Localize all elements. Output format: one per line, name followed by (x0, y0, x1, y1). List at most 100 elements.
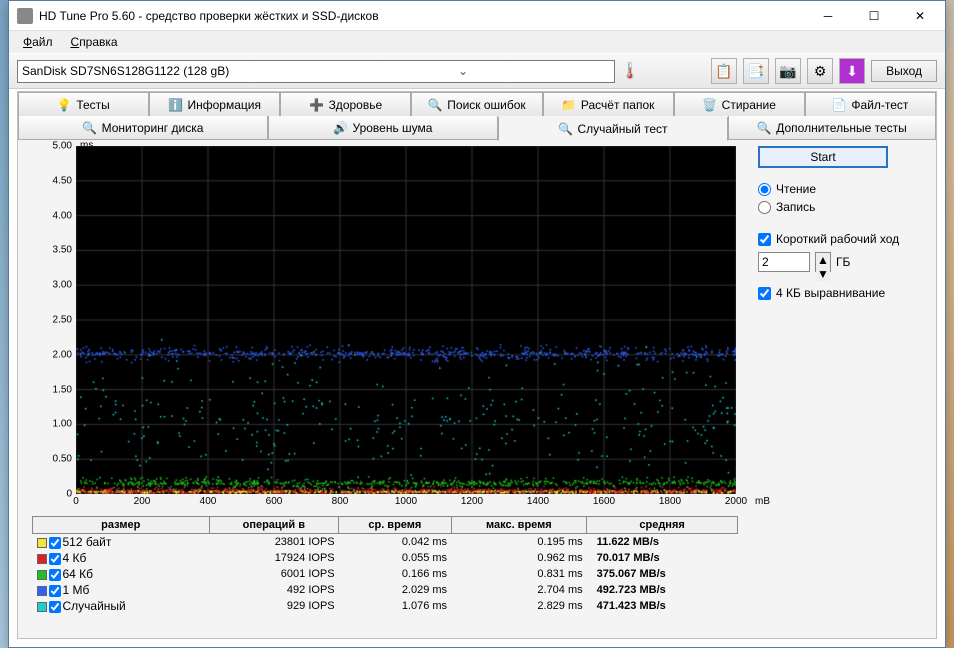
tab-noise[interactable]: 🔊Уровень шума (268, 116, 498, 140)
tab-monitor[interactable]: 🔍Мониторинг диска (18, 116, 268, 140)
x-unit: mB (755, 496, 770, 507)
drive-select-value: SanDisk SD7SN6S128G1122 (128 gB) (22, 64, 316, 78)
spinner-buttons[interactable]: ▲▼ (815, 252, 831, 272)
y-tick: 3.00 (53, 280, 72, 291)
x-tick: 0 (73, 496, 79, 507)
cell: 17924 IOPS (209, 550, 339, 566)
check-4kalign-input[interactable] (758, 287, 771, 300)
tab-health[interactable]: ➕Здоровье (280, 92, 411, 116)
y-tick: 1.50 (53, 384, 72, 395)
tab-random[interactable]: 🔍Случайный тест (498, 117, 728, 141)
series-swatch (37, 586, 47, 596)
radio-write-input[interactable] (758, 201, 771, 214)
tab-extra[interactable]: 🔍Дополнительные тесты (728, 116, 936, 140)
tabs-row1: 💡Тесты ℹ️Информация ➕Здоровье 🔍Поиск оши… (18, 92, 936, 116)
cell: 0.166 ms (339, 566, 451, 582)
series-swatch (37, 554, 47, 564)
table-row: 4 Кб17924 IOPS0.055 ms0.962 ms70.017 MB/… (33, 550, 738, 566)
row-checkbox[interactable] (49, 553, 61, 565)
row-size: Случайный (63, 599, 126, 613)
x-tick: 1600 (593, 496, 615, 507)
row-checkbox[interactable] (49, 601, 61, 613)
y-tick: 0 (66, 489, 72, 500)
search-icon: 🔍 (428, 98, 442, 112)
table-row: 512 байт23801 IOPS0.042 ms0.195 ms11.622… (33, 534, 738, 551)
gb-label: ГБ (836, 255, 850, 269)
table-row: Случайный929 IOPS1.076 ms2.829 ms471.423… (33, 598, 738, 614)
save-button[interactable]: ⬇ (839, 58, 865, 84)
random-icon: 🔍 (558, 122, 572, 136)
row-checkbox[interactable] (49, 537, 61, 549)
radio-write[interactable]: Запись (758, 200, 928, 214)
tab-errorscan[interactable]: 🔍Поиск ошибок (411, 92, 542, 116)
check-4kalign[interactable]: 4 КБ выравнивание (758, 286, 928, 300)
copy2-button[interactable]: 📑 (743, 58, 769, 84)
series-swatch (37, 538, 47, 548)
cell: 492 IOPS (209, 582, 339, 598)
cell: 929 IOPS (209, 598, 339, 614)
shortstroke-spinner: ▲▼ ГБ (758, 252, 928, 272)
cell: 0.195 ms (451, 534, 587, 551)
tab-erase[interactable]: 🗑️Стирание (674, 92, 805, 116)
row-checkbox[interactable] (49, 569, 61, 581)
cell: 492.723 MB/s (587, 582, 738, 598)
menu-help[interactable]: Справка (63, 33, 126, 51)
x-tick: 600 (266, 496, 283, 507)
chevron-down-icon: ⌄ (316, 64, 610, 78)
col-header: средняя (587, 517, 738, 534)
cell: 2.829 ms (451, 598, 587, 614)
radio-read[interactable]: Чтение (758, 182, 928, 196)
x-tick: 1400 (527, 496, 549, 507)
tab-info[interactable]: ℹ️Информация (149, 92, 280, 116)
row-size: 4 Кб (63, 551, 87, 565)
monitor-icon: 🔍 (83, 121, 97, 135)
trash-icon: 🗑️ (703, 98, 717, 112)
app-window: HD Tune Pro 5.60 - средство проверки жёс… (8, 0, 946, 648)
options-button[interactable]: ⚙ (807, 58, 833, 84)
screenshot-button[interactable]: 📷 (775, 58, 801, 84)
titlebar: HD Tune Pro 5.60 - средство проверки жёс… (9, 1, 945, 31)
cell: 0.962 ms (451, 550, 587, 566)
cell: 23801 IOPS (209, 534, 339, 551)
info-icon: ℹ️ (168, 98, 182, 112)
cell: 0.055 ms (339, 550, 451, 566)
x-axis-labels: 0200400600800100012001400160018002000mB (76, 496, 736, 510)
x-tick: 1000 (395, 496, 417, 507)
check-shortstroke-input[interactable] (758, 233, 771, 246)
y-axis-labels: 5.004.504.003.503.002.502.001.501.000.50… (32, 142, 74, 494)
exit-button[interactable]: Выход (871, 60, 937, 82)
radio-read-input[interactable] (758, 183, 771, 196)
series-swatch (37, 602, 47, 612)
table-row: 1 Мб492 IOPS2.029 ms2.704 ms492.723 MB/s (33, 582, 738, 598)
window-title: HD Tune Pro 5.60 - средство проверки жёс… (39, 9, 805, 23)
cell: 11.622 MB/s (587, 534, 738, 551)
y-tick: 2.50 (53, 315, 72, 326)
tab-filetest[interactable]: 📄Файл-тест (805, 92, 936, 116)
x-tick: 400 (200, 496, 217, 507)
cell: 1.076 ms (339, 598, 451, 614)
tabs-row2: 🔍Мониторинг диска 🔊Уровень шума 🔍Случайн… (18, 116, 936, 140)
maximize-button[interactable]: ☐ (851, 1, 897, 30)
y-tick: 2.00 (53, 349, 72, 360)
start-button[interactable]: Start (758, 146, 888, 168)
thermometer-icon[interactable]: 🌡️ (621, 59, 639, 83)
menu-file[interactable]: Файл (15, 33, 61, 51)
x-tick: 1200 (461, 496, 483, 507)
y-tick: 4.50 (53, 175, 72, 186)
row-size: 64 Кб (63, 567, 94, 581)
row-checkbox[interactable] (49, 585, 61, 597)
row-size: 512 байт (63, 535, 112, 549)
tab-folder[interactable]: 📁Расчёт папок (543, 92, 674, 116)
copy-button[interactable]: 📋 (711, 58, 737, 84)
health-icon: ➕ (310, 98, 324, 112)
check-shortstroke[interactable]: Короткий рабочий ход (758, 232, 928, 246)
drive-select[interactable]: SanDisk SD7SN6S128G1122 (128 gB) ⌄ (17, 60, 615, 83)
col-header: макс. время (451, 517, 587, 534)
close-button[interactable]: ✕ (897, 1, 943, 30)
row-size: 1 Мб (63, 583, 90, 597)
minimize-button[interactable]: ─ (805, 1, 851, 30)
tab-tests[interactable]: 💡Тесты (18, 92, 149, 116)
x-tick: 800 (332, 496, 349, 507)
y-tick: 1.00 (53, 419, 72, 430)
shortstroke-value[interactable] (758, 252, 810, 272)
